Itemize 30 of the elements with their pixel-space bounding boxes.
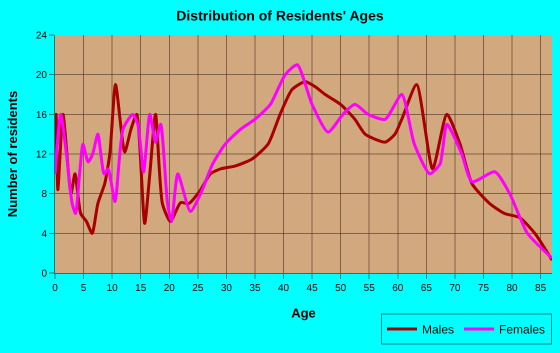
x-tick-label: 0	[52, 283, 58, 294]
y-tick-label: 20	[36, 70, 48, 82]
x-tick-label: 30	[220, 283, 232, 294]
x-tick-label: 20	[164, 283, 176, 294]
x-axis-title: Age	[291, 306, 316, 321]
x-tick-label: 55	[364, 283, 376, 294]
chart-title: Distribution of Residents' Ages	[176, 7, 384, 24]
x-tick-label: 75	[478, 283, 490, 294]
x-tick-label: 25	[192, 283, 204, 294]
x-tick-label: 35	[249, 283, 261, 294]
x-tick-label: 15	[135, 283, 147, 294]
x-tick-label: 5	[80, 283, 87, 294]
y-tick-label: 12	[36, 150, 48, 160]
y-tick-label: 16	[36, 110, 48, 121]
legend-label: Males	[422, 322, 454, 337]
x-tick-label: 60	[392, 283, 404, 294]
x-tick-label: 65	[420, 283, 432, 294]
y-tick-label: 0	[41, 268, 48, 280]
x-tick-label: 10	[106, 283, 118, 294]
x-tick-label: 70	[449, 283, 461, 294]
y-tick-label: 8	[41, 189, 48, 200]
legend-label: Females	[499, 322, 546, 337]
y-tick-label: 24	[36, 30, 48, 42]
x-tick-label: 85	[535, 283, 547, 294]
x-tick-label: 50	[335, 283, 347, 294]
y-axis-title: Number of residents	[4, 90, 20, 218]
x-tick-label: 80	[506, 283, 518, 294]
x-tick-label: 45	[306, 283, 318, 294]
y-tick-label: 4	[41, 228, 48, 240]
x-tick-label: 40	[278, 283, 290, 294]
